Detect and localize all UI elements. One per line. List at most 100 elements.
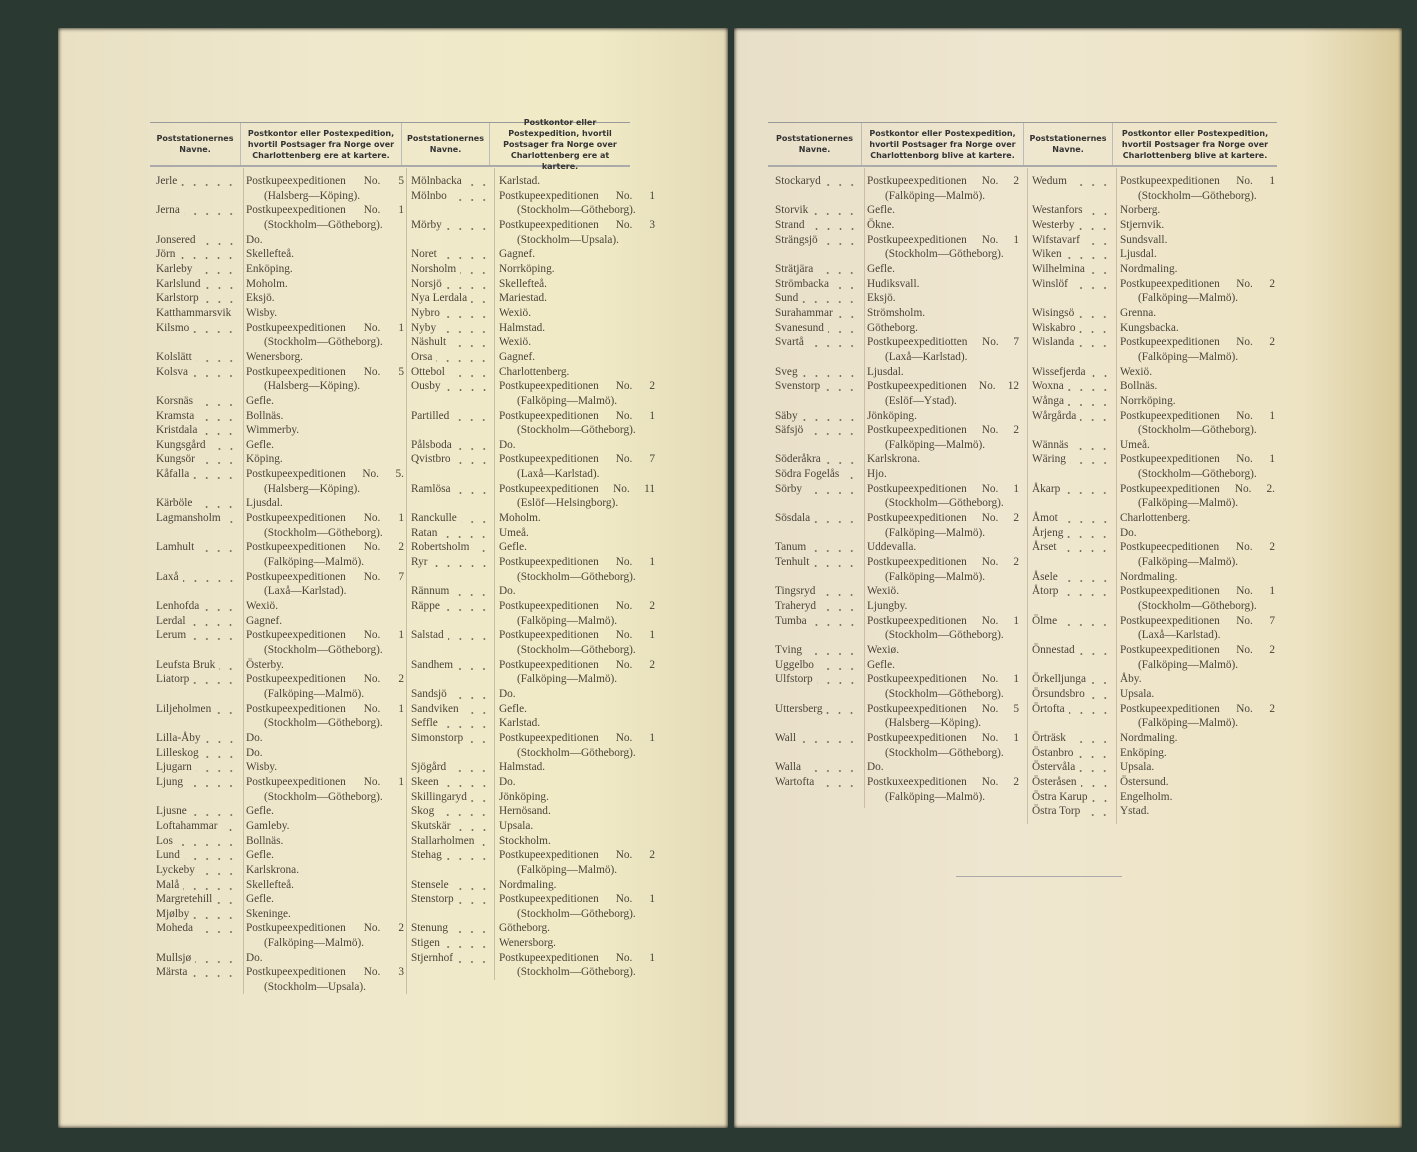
route: (Stockholm—Götheborg). — [1138, 424, 1257, 437]
table-row: Karlslund Moholm. — [156, 276, 406, 292]
post-office: Skellefteå. — [246, 248, 294, 261]
table-row: Stjernhof Postkupeexpeditionen No. 1 — [411, 950, 656, 966]
station-name: Åmot — [1032, 512, 1058, 525]
post-office: Postkupeexpeditionen No. 7 — [499, 453, 655, 466]
station-name: Kristdala — [156, 424, 198, 437]
dot-leader — [215, 701, 237, 716]
station-name-cell: Kungsgård — [156, 437, 240, 453]
post-office: Postkupeexpeditionen No. 1 — [499, 731, 655, 744]
station-name: Tingsryd — [775, 585, 816, 598]
station-name: Stallarholmen — [411, 834, 475, 847]
table-row: Uttersberg Postkupeexpeditionen No. 5 — [775, 701, 1025, 717]
station-name-cell: Örsundsbro — [1032, 686, 1114, 702]
dot-leader — [235, 305, 237, 320]
station-name-cell: Ölme — [1032, 613, 1114, 629]
table-row: Södra Fogelås Hjo. — [775, 467, 1025, 482]
route: (Halsberg—Köping). — [264, 380, 361, 393]
post-office: Upsala. — [1120, 761, 1155, 774]
post-office: Karlstad. — [499, 717, 541, 730]
table-row-continuation: (Eslöf—Ystad). — [775, 394, 1025, 409]
table-row: Kärböle Ljusdal. — [156, 496, 406, 511]
route: (Stockholm—Götheborg). — [264, 717, 383, 730]
station-name-cell: Åtorp — [1032, 584, 1114, 599]
post-office: Norrköping. — [1120, 394, 1176, 407]
table-row: Östanbro Enköping. — [1032, 745, 1277, 761]
station-name: Östervåla — [1032, 761, 1076, 774]
table-row-continuation: (Laxå—Karlstad). — [156, 584, 406, 599]
table-row: Strömbacka Hudiksvall. — [775, 276, 1025, 292]
station-name-cell: Önnestad — [1032, 643, 1114, 658]
post-office: Bollnäs. — [246, 834, 284, 847]
post-office: Bollnäs. — [1120, 380, 1158, 393]
table-row-continuation: (Falköping—Malmö). — [411, 863, 656, 878]
table-row: Woxna Bollnäs. — [1032, 379, 1277, 394]
station-name: Ryr — [411, 556, 428, 569]
station-name-cell: Jörn — [156, 247, 240, 262]
table-row: Sösdala Postkupeexpeditionen No. 2 — [775, 511, 1025, 526]
station-name: Seffle — [411, 717, 438, 730]
route: (Stockholm—Götheborg). — [885, 497, 1004, 510]
station-name-cell: Lilla-Åby — [156, 730, 240, 746]
dot-leader — [452, 921, 490, 936]
table-row: Wiskabro Kungsbacka. — [1032, 320, 1277, 336]
post-office: Charlottenberg. — [499, 365, 570, 378]
dot-leader — [817, 657, 858, 672]
table-row-continuation: (Halsberg—Köping). — [156, 379, 406, 394]
station-name: Tving — [775, 644, 802, 656]
station-name: Orsa — [411, 350, 433, 363]
post-office: Postkupeexpeditionen No. 2 — [867, 175, 1019, 187]
table-row: Säfsjö Postkupeexpeditionen No. 2 — [775, 423, 1025, 438]
station-name-cell: Kungsör — [156, 452, 240, 467]
post-office: Gefle. — [246, 849, 274, 862]
post-office: Wexiö. — [1120, 365, 1153, 378]
post-office: Postkupeexpeditionen No. 1 — [246, 702, 404, 715]
post-office: Postkupeexpeditionen No. 1 — [1120, 409, 1275, 422]
post-office: Postkupeexpeditionen No. 2 — [1120, 702, 1275, 715]
post-office: Do. — [246, 951, 263, 964]
station-name-cell: Lamhult — [156, 540, 240, 555]
post-office: Upsala. — [1120, 687, 1155, 700]
station-name-cell: Tumba — [775, 613, 861, 629]
route: (Stockholm—Götheborg). — [264, 790, 383, 803]
station-name-cell: Ljung — [156, 774, 240, 790]
station-name-cell: Stenstorp — [411, 892, 493, 907]
dot-leader — [1088, 261, 1111, 276]
dot-leader — [810, 613, 858, 628]
table-row: Ramlösa Postkupeexpeditionen No. 11 — [411, 481, 656, 497]
station-name-cell: Kristdala — [156, 423, 240, 438]
station-name: Mjølby — [156, 907, 190, 920]
post-office: Gefle. — [499, 541, 527, 554]
dot-leader — [181, 174, 237, 188]
dot-leader — [832, 276, 858, 291]
station-name: Westanfors — [1032, 204, 1083, 217]
station-name-cell: Säby — [775, 408, 861, 424]
dot-leader — [813, 555, 858, 570]
station-name: Svenstorp — [775, 380, 821, 393]
station-name-cell: Lerum — [156, 628, 240, 643]
station-name-cell: Märsta — [156, 965, 240, 980]
post-office: Postkupeexpeditionen No. 5 — [246, 175, 404, 187]
table-row: Stallarholmen Stockholm. — [411, 833, 656, 849]
route: (Falköping—Malmö). — [517, 863, 618, 876]
route: (Stockholm—Götheborg). — [885, 248, 1004, 261]
table-row: Näshult Wexiö. — [411, 335, 656, 350]
station-name: Östra Karup — [1032, 790, 1088, 803]
station-name: Qvistbro — [411, 453, 451, 466]
station-name-cell: Walla — [775, 760, 861, 775]
table-row-continuation: (Stockholm—Götheborg). — [775, 628, 1025, 643]
table-row: Åkarp Postkupeexpeditionen No. 2. — [1032, 481, 1277, 497]
table-row: Lerdal Gagnef. — [156, 613, 406, 629]
station-name-cell: Näshult — [411, 335, 493, 350]
table-row: Strängsjö Postkupeexpeditionen No. 1 — [775, 232, 1025, 248]
dot-leader — [1078, 217, 1111, 232]
route: (Falköping—Malmö). — [885, 570, 986, 583]
post-office: Gagnef. — [499, 248, 536, 261]
dot-leader — [806, 481, 858, 496]
station-name-cell: Strand — [775, 217, 861, 233]
post-office: Postkupeexpeditionen No. 2 — [867, 512, 1019, 525]
post-office: Postkupeexpeditionen No. 5 — [246, 365, 404, 378]
station-name-cell: Surahammar — [775, 305, 861, 321]
post-office: Postkupeexpeditionen No. 1 — [499, 409, 655, 422]
table-row: Lerum Postkupeexpeditionen No. 1 — [156, 628, 406, 643]
table-row: Ousby Postkupeexpeditionen No. 2 — [411, 379, 656, 394]
